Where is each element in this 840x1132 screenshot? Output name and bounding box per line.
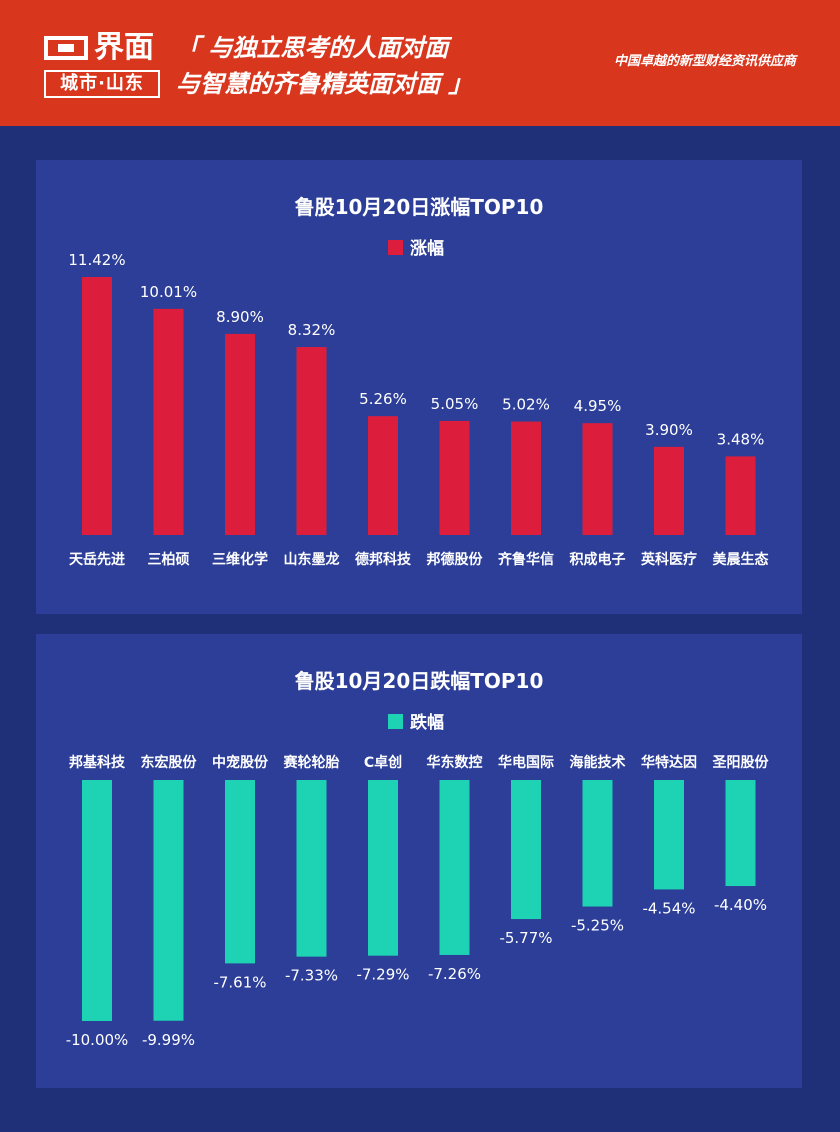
category-label: 邦德股份: [427, 551, 484, 568]
bar: [368, 780, 398, 956]
slogan: 「 与独立思考的人面对面 与智慧的齐鲁精英面对面 」: [176, 30, 472, 102]
category-label: 海能技术: [570, 754, 626, 771]
data-label: 11.42%: [68, 251, 125, 269]
bar: [582, 423, 613, 535]
bar: [725, 456, 756, 535]
data-label: -4.54%: [642, 899, 695, 917]
bar: [654, 780, 684, 890]
gainers-chart: 鲁股10月20日涨幅TOP10 涨幅 11.42% 天岳先进 10.01% 三柏硕 8.90…: [68, 195, 769, 568]
category-label: 中宠股份: [212, 754, 269, 771]
bar: [439, 420, 470, 535]
data-label: 3.90%: [645, 421, 693, 439]
category-label: 积成电子: [570, 551, 626, 568]
bar: [296, 780, 327, 957]
bar: [82, 780, 112, 1021]
logo-main-text: 界面: [94, 30, 154, 65]
data-label: 8.32%: [288, 321, 336, 339]
data-label: -7.29%: [356, 966, 409, 984]
data-label: -9.99%: [142, 1031, 195, 1049]
bar: [153, 780, 184, 1021]
gainers-panel: 鲁股10月20日涨幅TOP10 涨幅 11.42% 天岳先进 10.01% 三柏硕 8.90…: [36, 160, 802, 614]
logo-sub-text: 城市·山东: [44, 70, 160, 98]
header-banner: 界面 城市·山东 「 与独立思考的人面对面 与智慧的齐鲁精英面对面 」 中国卓越…: [0, 0, 840, 126]
data-label: -7.33%: [285, 967, 338, 985]
bar: [439, 780, 470, 955]
legend-label: 跌幅: [410, 712, 444, 733]
category-label: 赛轮轮胎: [283, 754, 340, 771]
category-label: 山东墨龙: [284, 551, 340, 568]
bar: [511, 421, 541, 535]
slogan-line-2: 与智慧的齐鲁精英面对面 」: [176, 70, 473, 98]
category-label: 天岳先进: [69, 551, 125, 568]
losers-panel: 鲁股10月20日跌幅TOP10 跌幅邦基科技 -10.00% 东宏股份 -9.99% 中宠…: [36, 634, 802, 1088]
category-label: 英科医疗: [640, 551, 697, 568]
data-label: 10.01%: [140, 283, 197, 301]
data-label: 5.05%: [431, 395, 479, 413]
chart-title: 鲁股10月20日跌幅TOP10: [295, 669, 544, 693]
slogan-line-1: 「 与独立思考的人面对面: [176, 34, 449, 62]
tagline: 中国卓越的新型财经资讯供应商: [613, 54, 796, 69]
category-label: C卓创: [364, 754, 402, 771]
category-label: 三维化学: [212, 551, 268, 568]
bar: [153, 308, 184, 535]
category-label: 华电国际: [498, 754, 554, 771]
category-label: 华东数控: [427, 754, 483, 771]
category-label: 邦基科技: [69, 754, 126, 771]
data-label: 4.95%: [574, 397, 622, 415]
brand-logo: 界面 城市·山东: [44, 30, 160, 100]
bar: [82, 277, 112, 535]
data-label: -5.77%: [499, 929, 552, 947]
bar: [654, 446, 684, 535]
data-label: 5.26%: [359, 390, 407, 408]
bar: [511, 780, 541, 920]
legend-swatch: [388, 714, 403, 729]
bar: [368, 416, 398, 535]
bar: [725, 780, 756, 887]
data-label: -7.61%: [213, 973, 266, 991]
category-label: 华特达因: [641, 754, 697, 771]
bar: [225, 333, 255, 535]
logo-mark-icon: [44, 36, 88, 60]
legend-swatch: [388, 240, 403, 255]
category-label: 圣阳股份: [712, 754, 770, 771]
category-label: 三柏硕: [148, 551, 190, 568]
bar: [225, 780, 255, 964]
category-label: 德邦科技: [355, 551, 412, 568]
data-label: -10.00%: [66, 1031, 129, 1049]
bar: [296, 347, 327, 535]
category-label: 东宏股份: [141, 754, 198, 771]
data-label: -5.25%: [571, 917, 624, 935]
data-label: -7.26%: [428, 965, 481, 983]
bar: [582, 780, 613, 907]
legend-label: 涨幅: [410, 238, 444, 259]
data-label: -4.40%: [714, 896, 767, 914]
data-label: 8.90%: [216, 308, 264, 326]
data-label: 3.48%: [717, 430, 765, 448]
category-label: 齐鲁华信: [498, 551, 554, 568]
data-label: 5.02%: [502, 396, 550, 414]
chart-title: 鲁股10月20日涨幅TOP10: [295, 195, 544, 219]
category-label: 美晨生态: [713, 551, 769, 568]
